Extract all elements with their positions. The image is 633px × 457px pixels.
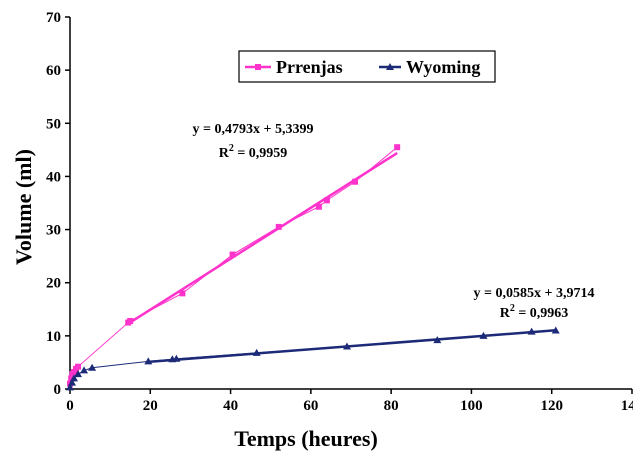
data-point: [127, 317, 134, 324]
data-point: [179, 290, 186, 297]
y-tick-label: 50: [46, 116, 61, 132]
trendline: [148, 329, 556, 364]
series-line: [69, 330, 556, 388]
r-squared-prefix: R: [500, 306, 511, 321]
trendline: [127, 151, 398, 325]
data-point: [144, 357, 153, 365]
y-tick-label: 20: [46, 276, 61, 292]
data-point: [252, 348, 261, 356]
data-point: [229, 251, 236, 258]
r-squared-value: = 0,9959: [234, 146, 287, 161]
data-point: [70, 374, 79, 382]
r-squared-superscript: 2: [510, 303, 515, 314]
r-squared-superscript: 2: [229, 143, 234, 154]
data-point: [433, 336, 442, 344]
r-squared-label: R2 = 0,9963: [500, 303, 569, 321]
data-point: [275, 223, 282, 230]
series-wyoming: [66, 326, 560, 391]
data-point: [527, 327, 536, 335]
y-tick-label: 30: [46, 223, 61, 239]
y-tick-label: 10: [46, 329, 61, 345]
data-point: [479, 331, 488, 339]
data-point: [342, 342, 351, 350]
series-prrenjas: [67, 144, 401, 387]
x-tick-label: 40: [223, 398, 238, 414]
data-point: [323, 197, 330, 204]
x-tick-label: 60: [303, 398, 318, 414]
data-point: [172, 354, 181, 362]
data-point: [75, 363, 82, 370]
x-tick-label: 120: [540, 398, 563, 414]
x-axis-title: Temps (heures): [234, 426, 378, 451]
legend-label: Wyoming: [406, 57, 480, 77]
y-tick-label: 70: [46, 10, 61, 26]
data-point: [394, 144, 401, 151]
data-point: [71, 368, 78, 375]
legend-label: Prrenjas: [276, 57, 343, 77]
data-point: [68, 375, 75, 382]
y-tick-label: 60: [46, 63, 61, 79]
data-point: [74, 370, 83, 378]
data-point: [80, 366, 89, 374]
data-point: [386, 63, 394, 70]
x-tick-label: 100: [460, 398, 483, 414]
trendline-equation: y = 0,4793x + 5,3399: [193, 122, 314, 137]
r-squared-prefix: R: [219, 146, 230, 161]
data-point: [352, 178, 359, 185]
y-tick-label: 0: [54, 382, 62, 398]
data-point: [315, 203, 322, 210]
y-axis-title: Volume (ml): [11, 149, 36, 265]
x-tick-label: 140: [621, 398, 633, 414]
r-squared-value: = 0,9963: [515, 306, 568, 321]
data-point: [551, 326, 560, 334]
x-tick-label: 20: [143, 398, 158, 414]
legend-box: [238, 50, 496, 83]
y-tick-label: 40: [46, 169, 61, 185]
trendline-equation: y = 0,0585x + 3,9714: [474, 286, 595, 301]
data-point: [88, 363, 97, 371]
r-squared-label: R2 = 0,9959: [219, 143, 288, 161]
data-point: [66, 383, 74, 391]
data-point: [68, 378, 77, 386]
data-point: [255, 64, 261, 70]
x-tick-label: 0: [66, 398, 74, 414]
x-tick-label: 80: [384, 398, 399, 414]
